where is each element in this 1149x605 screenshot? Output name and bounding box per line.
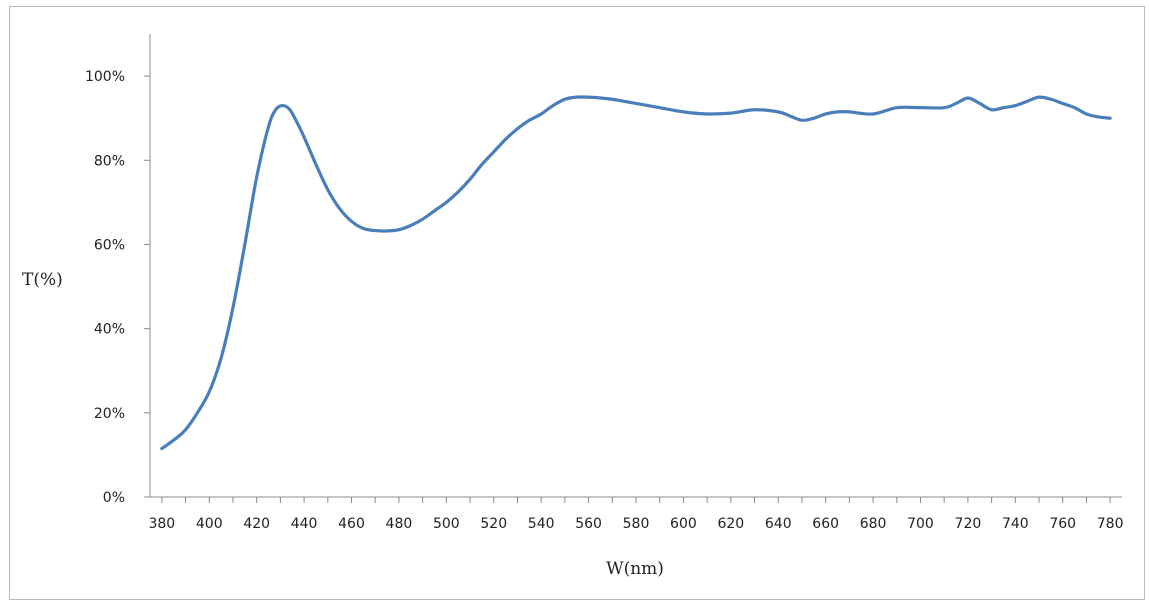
y-tick-label: 60% [94, 237, 125, 253]
x-tick-label: 640 [765, 516, 792, 532]
x-tick-label: 540 [528, 516, 555, 532]
x-axis-ticks: 380 400 420 440 460 480 500 520 540 560 580 600 620 6… [148, 497, 1124, 532]
x-tick-label: 740 [1002, 516, 1029, 532]
y-tick-label: 20% [94, 406, 125, 422]
x-tick-label: 680 [860, 516, 887, 532]
y-tick-label: 80% [94, 153, 125, 169]
y-axis-title: T(%) [22, 270, 63, 290]
x-tick-label: 620 [717, 516, 744, 532]
x-tick-label: 380 [148, 516, 175, 532]
x-tick-label: 420 [243, 516, 270, 532]
series-layer [160, 95, 1112, 451]
y-tick-label: 100% [85, 69, 125, 85]
x-tick-label: 480 [386, 516, 413, 532]
x-tick-label: 520 [480, 516, 507, 532]
x-tick-label: 600 [670, 516, 697, 532]
x-tick-label: 580 [623, 516, 650, 532]
y-tick-label: 40% [94, 322, 125, 338]
x-tick-label: 720 [955, 516, 982, 532]
x-tick-label: 760 [1049, 516, 1076, 532]
x-tick-label: 400 [196, 516, 223, 532]
x-tick-label: 780 [1097, 516, 1124, 532]
transmittance-series-line [160, 95, 1112, 451]
y-axis-ticks: 0% 20% 40% 60% 80% 100% [85, 69, 150, 506]
x-axis-title: W(nm) [606, 559, 664, 579]
x-tick-label: 440 [291, 516, 318, 532]
y-tick-label: 0% [103, 490, 125, 506]
x-tick-label: 460 [338, 516, 365, 532]
x-tick-label: 560 [575, 516, 602, 532]
x-tick-label: 500 [433, 516, 460, 532]
x-tick-label: 700 [907, 516, 934, 532]
x-tick-label: 660 [812, 516, 839, 532]
